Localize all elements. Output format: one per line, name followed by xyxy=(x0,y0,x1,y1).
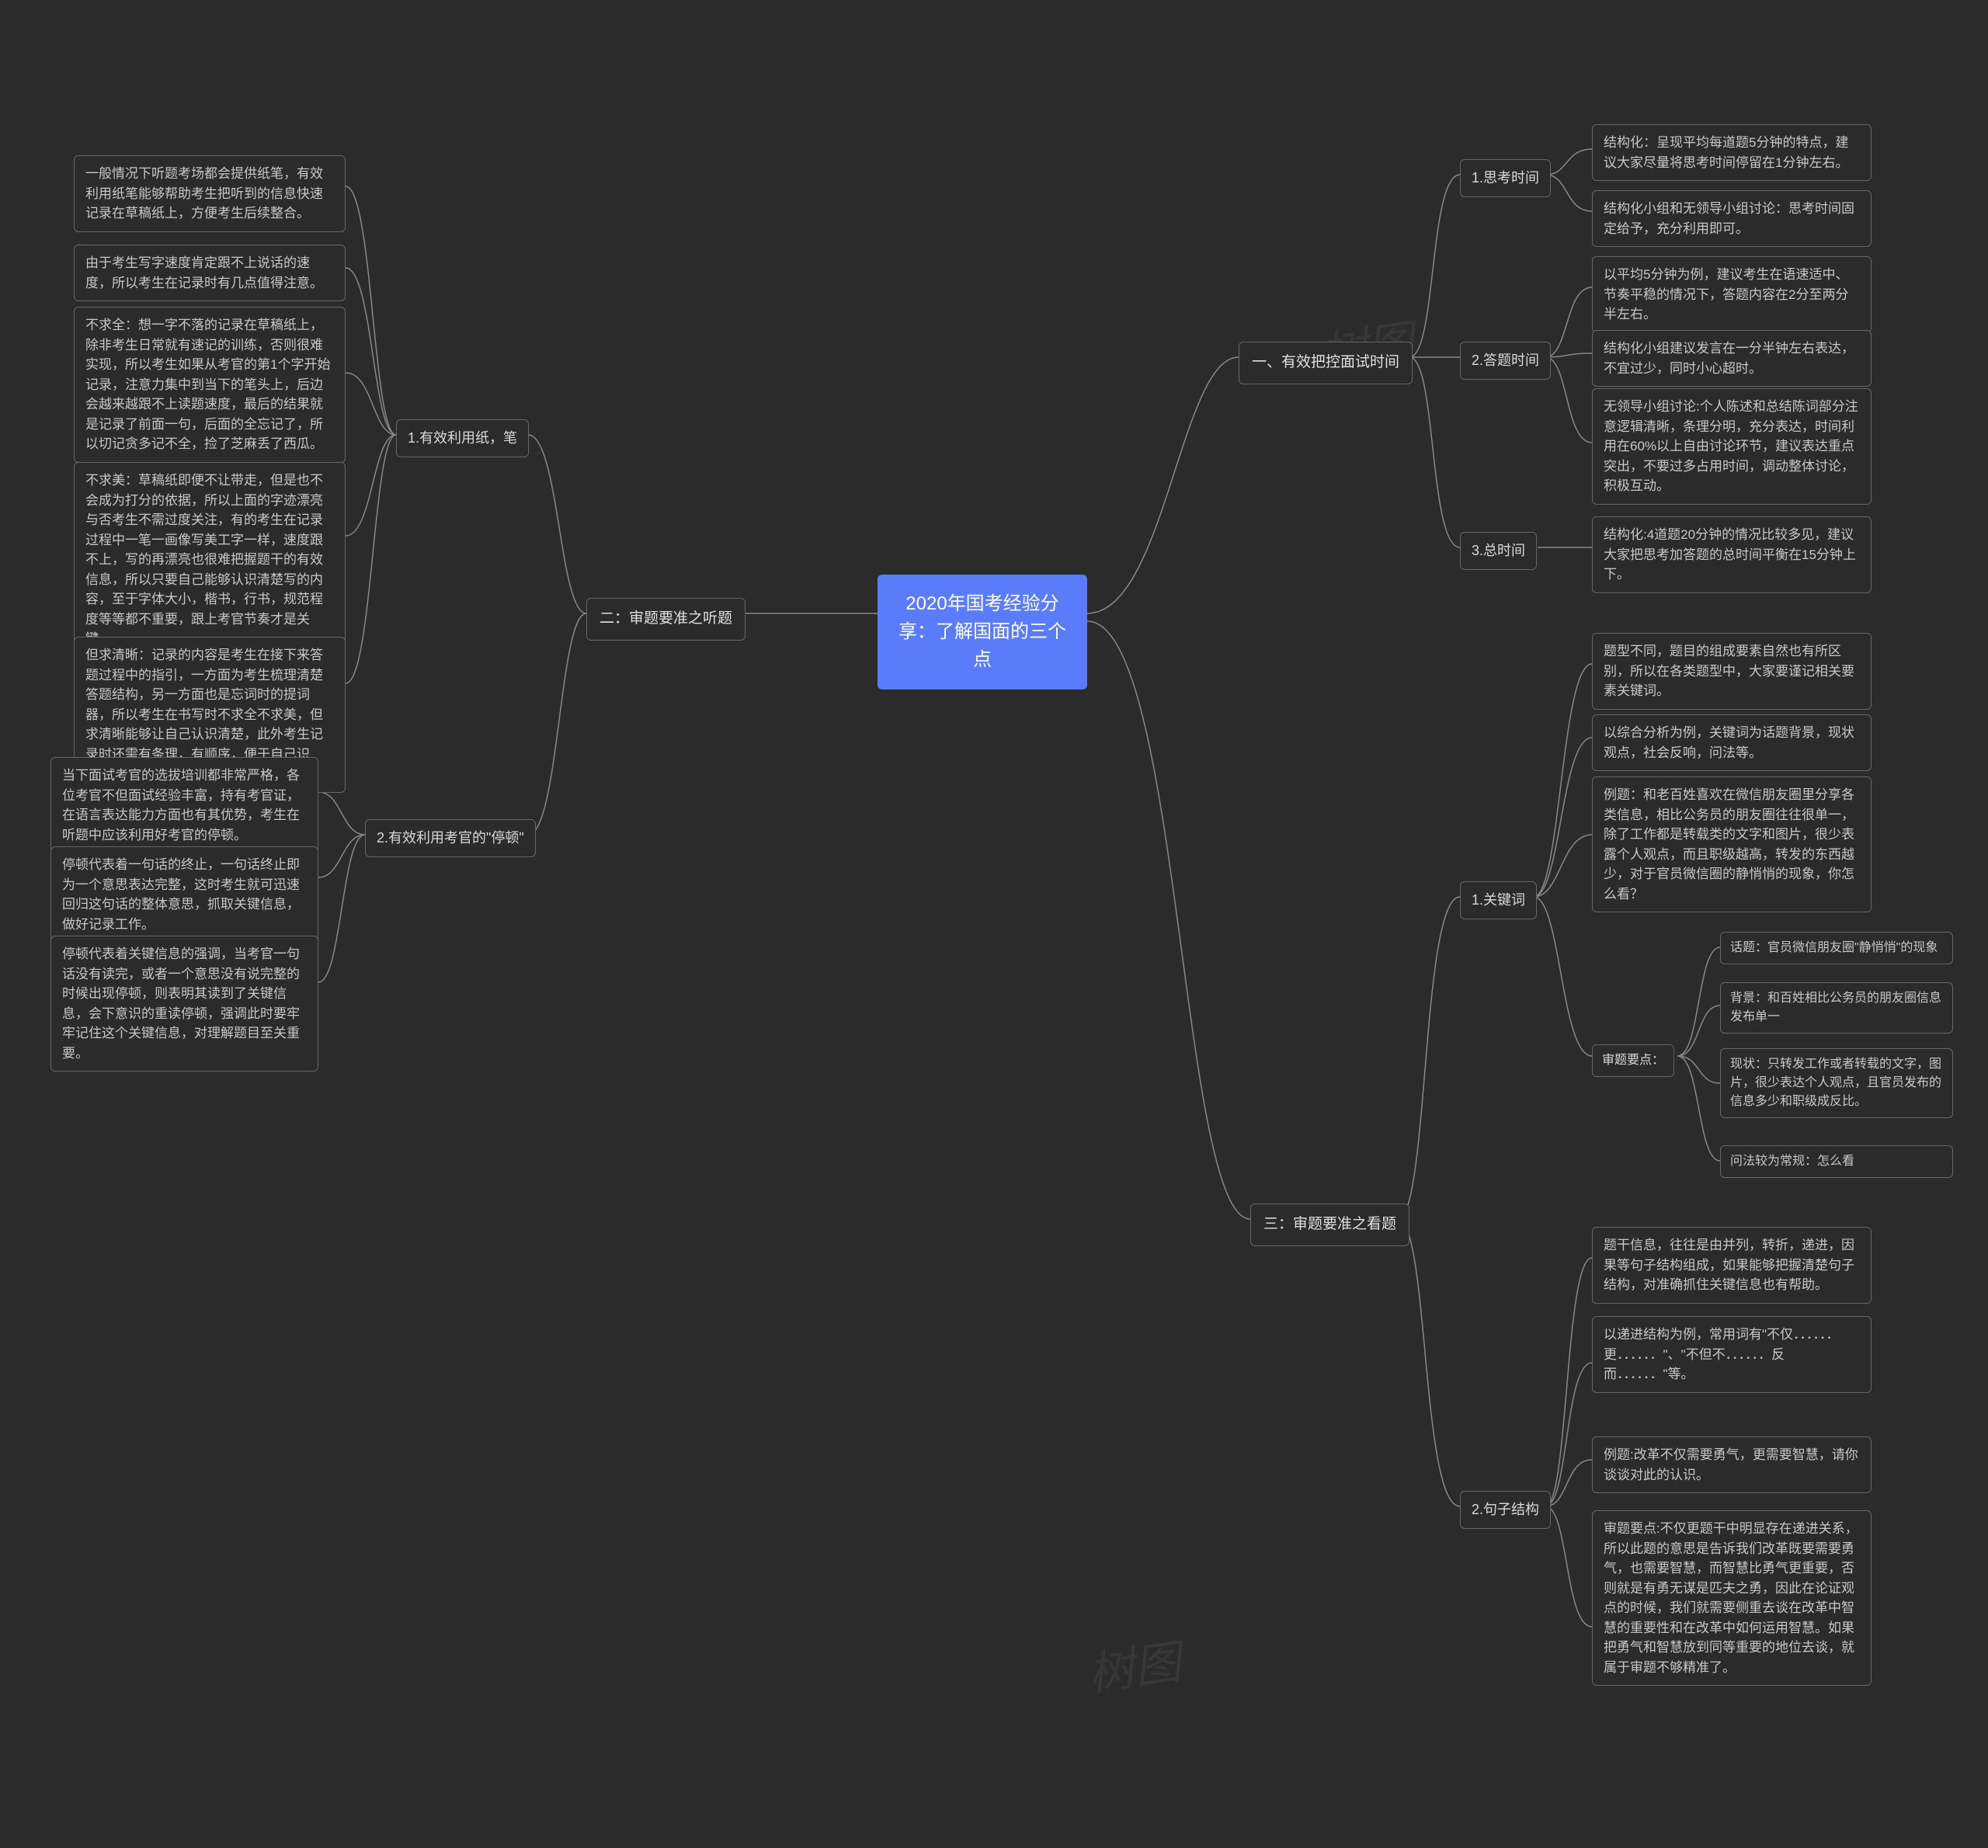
leaf-node: 当下面试考官的选拔培训都非常严格，各位考官不但面试经验丰富，持有考官证，在语言表… xyxy=(50,757,318,853)
leaf-node: 以平均5分钟为例，建议考生在语速适中、节奏平稳的情况下，答题内容在2分至两分半左… xyxy=(1592,256,1872,333)
leaf-node: 结构化小组和无领导小组讨论：思考时间固定给予，充分利用即可。 xyxy=(1592,190,1872,247)
label-review-points: 审题要点： xyxy=(1592,1044,1674,1077)
leaf-node: 现状：只转发工作或者转载的文字，图片，很少表达个人观点，且官员发布的信息多少和职… xyxy=(1720,1048,1953,1118)
root-node: 2020年国考经验分享：了解国面的三个点 xyxy=(878,575,1087,690)
label-sentence-structure: 2.句子结构 xyxy=(1460,1491,1551,1529)
leaf-node: 无领导小组讨论:个人陈述和总结陈词部分注意逻辑清晰，条理分明，充分表达，时间利用… xyxy=(1592,388,1872,505)
label-keyword: 1.关键词 xyxy=(1460,881,1537,919)
branch-read-question: 三：审题要准之看题 xyxy=(1250,1204,1409,1246)
leaf-node: 结构化:4道题20分钟的情况比较多见，建议大家把思考加答题的总时间平衡在15分钟… xyxy=(1592,516,1872,593)
leaf-node: 以递进结构为例，常用词有"不仅．．．．．．更．．．．．．"、"不但不．．．．．．… xyxy=(1592,1316,1872,1393)
leaf-node: 一般情况下听题考场都会提供纸笔，有效利用纸笔能够帮助考生把听到的信息快速记录在草… xyxy=(74,155,346,232)
leaf-node: 以综合分析为例，关键词为话题背景，现状观点，社会反响，问法等。 xyxy=(1592,714,1872,771)
leaf-node: 例题：和老百姓喜欢在微信朋友圈里分享各类信息，相比公务员的朋友圈往往很单一，除了… xyxy=(1592,776,1872,912)
leaf-node: 结构化：呈现平均每道题5分钟的特点，建议大家尽量将思考时间停留在1分钟左右。 xyxy=(1592,124,1872,181)
leaf-node: 题干信息，往往是由并列，转折，递进，因果等句子结构组成，如果能够把握清楚句子结构… xyxy=(1592,1227,1872,1304)
leaf-node: 背景：和百姓相比公务员的朋友圈信息发布单一 xyxy=(1720,982,1953,1033)
branch-time-control: 一、有效把控面试时间 xyxy=(1239,342,1413,384)
leaf-node: 停顿代表着关键信息的强调，当考官一句话没有读完，或者一个意思没有说完整的时候出现… xyxy=(50,936,318,1072)
leaf-node: 不求全：想一字不落的记录在草稿纸上，除非考生日常就有速记的训练，否则很难实现，所… xyxy=(74,307,346,463)
leaf-node: 由于考生写字速度肯定跟不上说话的速度，所以考生在记录时有几点值得注意。 xyxy=(74,245,346,301)
leaf-node: 审题要点:不仅更题干中明显存在递进关系，所以此题的意思是告诉我们改革既要需要勇气… xyxy=(1592,1510,1872,1686)
label-use-pause: 2.有效利用考官的"停顿" xyxy=(365,819,536,857)
leaf-node: 题型不同，题目的组成要素自然也有所区别，所以在各类题型中，大家要谨记相关要素关键… xyxy=(1592,633,1872,710)
label-answer-time: 2.答题时间 xyxy=(1460,342,1551,380)
label-total-time: 3.总时间 xyxy=(1460,532,1537,570)
label-think-time: 1.思考时间 xyxy=(1460,159,1551,197)
leaf-node: 不求美：草稿纸即便不让带走，但是也不会成为打分的依据，所以上面的字迹漂亮与否考生… xyxy=(74,462,346,658)
leaf-node: 停顿代表着一句话的终止，一句话终止即为一个意思表达完整，这时考生就可迅速回归这句… xyxy=(50,846,318,943)
leaf-node: 结构化小组建议发言在一分半钟左右表达，不宜过少，同时小心超时。 xyxy=(1592,330,1872,387)
leaf-node: 话题：官员微信朋友圈"静悄悄"的现象 xyxy=(1720,932,1953,964)
branch-listen-question: 二：审题要准之听题 xyxy=(586,598,746,641)
watermark: 树图 xyxy=(1083,1624,1185,1704)
label-use-pen-paper: 1.有效利用纸，笔 xyxy=(396,419,529,457)
leaf-node: 问法较为常规：怎么看 xyxy=(1720,1145,1953,1178)
leaf-node: 例题:改革不仅需要勇气，更需要智慧，请你谈谈对此的认识。 xyxy=(1592,1436,1872,1493)
